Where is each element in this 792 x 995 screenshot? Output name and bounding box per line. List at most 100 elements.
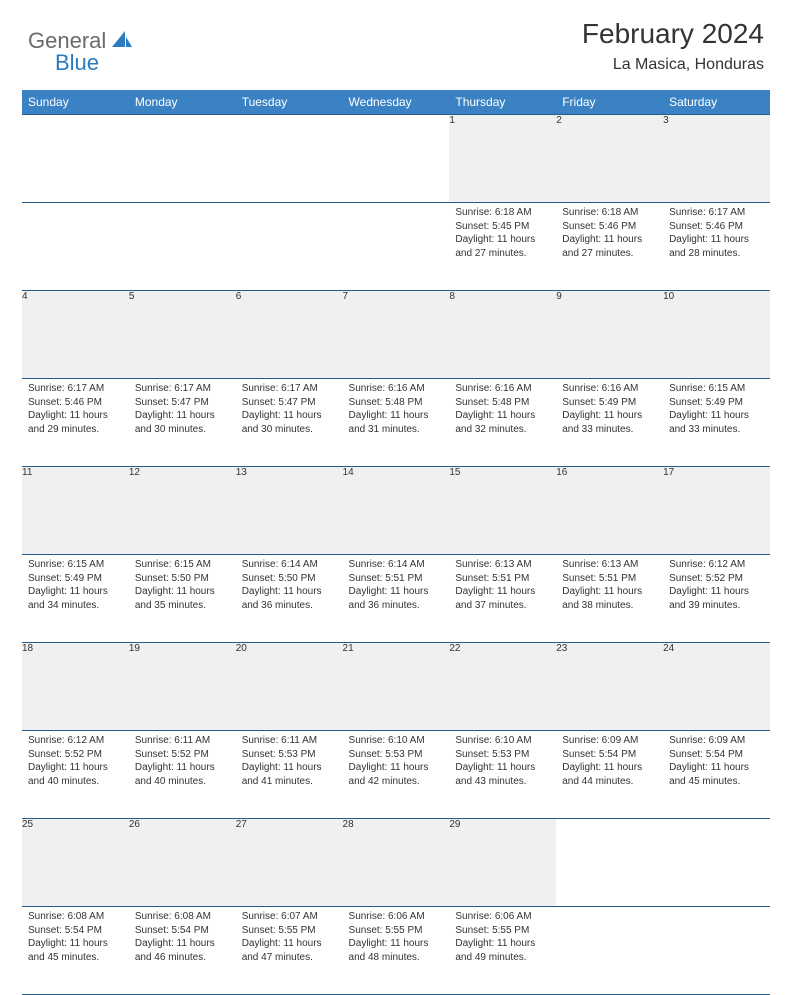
sunrise-text: Sunrise: 6:10 AM bbox=[455, 734, 550, 748]
sunset-text: Sunset: 5:49 PM bbox=[28, 572, 123, 586]
day1-text: Daylight: 11 hours bbox=[455, 585, 550, 599]
weekday-header-row: Sunday Monday Tuesday Wednesday Thursday… bbox=[22, 90, 770, 115]
day-cell: Sunrise: 6:15 AMSunset: 5:49 PMDaylight:… bbox=[663, 379, 770, 467]
day2-text: and 35 minutes. bbox=[135, 599, 230, 613]
day-cell bbox=[556, 907, 663, 995]
sunset-text: Sunset: 5:47 PM bbox=[135, 396, 230, 410]
day-number: 24 bbox=[663, 643, 770, 731]
sunset-text: Sunset: 5:51 PM bbox=[349, 572, 444, 586]
day2-text: and 49 minutes. bbox=[455, 951, 550, 965]
day-number: 1 bbox=[449, 115, 556, 203]
day1-text: Daylight: 11 hours bbox=[349, 585, 444, 599]
day2-text: and 41 minutes. bbox=[242, 775, 337, 789]
sunset-text: Sunset: 5:47 PM bbox=[242, 396, 337, 410]
day-number: 3 bbox=[663, 115, 770, 203]
day-number: 20 bbox=[236, 643, 343, 731]
day-cell-body: Sunrise: 6:12 AMSunset: 5:52 PMDaylight:… bbox=[663, 555, 770, 616]
day2-text: and 29 minutes. bbox=[28, 423, 123, 437]
day-number bbox=[22, 115, 129, 203]
day-cell-body: Sunrise: 6:15 AMSunset: 5:49 PMDaylight:… bbox=[663, 379, 770, 440]
day2-text: and 36 minutes. bbox=[349, 599, 444, 613]
day-cell-body: Sunrise: 6:18 AMSunset: 5:45 PMDaylight:… bbox=[449, 203, 556, 264]
day2-text: and 40 minutes. bbox=[28, 775, 123, 789]
sunset-text: Sunset: 5:52 PM bbox=[135, 748, 230, 762]
day-cell-body: Sunrise: 6:15 AMSunset: 5:50 PMDaylight:… bbox=[129, 555, 236, 616]
day-number: 16 bbox=[556, 467, 663, 555]
weekday-header: Sunday bbox=[22, 90, 129, 115]
day1-text: Daylight: 11 hours bbox=[562, 761, 657, 775]
day2-text: and 33 minutes. bbox=[562, 423, 657, 437]
sunrise-text: Sunrise: 6:18 AM bbox=[562, 206, 657, 220]
day2-text: and 45 minutes. bbox=[28, 951, 123, 965]
day-number: 21 bbox=[343, 643, 450, 731]
day-number: 8 bbox=[449, 291, 556, 379]
day2-text: and 46 minutes. bbox=[135, 951, 230, 965]
day2-text: and 43 minutes. bbox=[455, 775, 550, 789]
day-cell: Sunrise: 6:17 AMSunset: 5:46 PMDaylight:… bbox=[663, 203, 770, 291]
day1-text: Daylight: 11 hours bbox=[28, 409, 123, 423]
day-number: 2 bbox=[556, 115, 663, 203]
week-row: Sunrise: 6:08 AMSunset: 5:54 PMDaylight:… bbox=[22, 907, 770, 995]
sunrise-text: Sunrise: 6:12 AM bbox=[669, 558, 764, 572]
day1-text: Daylight: 11 hours bbox=[669, 585, 764, 599]
day1-text: Daylight: 11 hours bbox=[135, 409, 230, 423]
day1-text: Daylight: 11 hours bbox=[455, 409, 550, 423]
day-number: 25 bbox=[22, 819, 129, 907]
day-cell-body: Sunrise: 6:15 AMSunset: 5:49 PMDaylight:… bbox=[22, 555, 129, 616]
day1-text: Daylight: 11 hours bbox=[242, 585, 337, 599]
header: General Blue February 2024 La Masica, Ho… bbox=[0, 0, 792, 82]
day-cell-body: Sunrise: 6:16 AMSunset: 5:48 PMDaylight:… bbox=[449, 379, 556, 440]
sunrise-text: Sunrise: 6:06 AM bbox=[349, 910, 444, 924]
sunset-text: Sunset: 5:55 PM bbox=[349, 924, 444, 938]
day2-text: and 33 minutes. bbox=[669, 423, 764, 437]
week-row: Sunrise: 6:18 AMSunset: 5:45 PMDaylight:… bbox=[22, 203, 770, 291]
sunset-text: Sunset: 5:54 PM bbox=[562, 748, 657, 762]
sunrise-text: Sunrise: 6:09 AM bbox=[669, 734, 764, 748]
day-cell-body: Sunrise: 6:16 AMSunset: 5:49 PMDaylight:… bbox=[556, 379, 663, 440]
sunrise-text: Sunrise: 6:13 AM bbox=[562, 558, 657, 572]
sunset-text: Sunset: 5:46 PM bbox=[28, 396, 123, 410]
day1-text: Daylight: 11 hours bbox=[669, 409, 764, 423]
sunrise-text: Sunrise: 6:15 AM bbox=[135, 558, 230, 572]
day2-text: and 28 minutes. bbox=[669, 247, 764, 261]
day-cell-body: Sunrise: 6:09 AMSunset: 5:54 PMDaylight:… bbox=[663, 731, 770, 792]
day-number: 11 bbox=[22, 467, 129, 555]
daynum-row: 18192021222324 bbox=[22, 643, 770, 731]
month-title: February 2024 bbox=[582, 18, 764, 50]
logo: General Blue bbox=[28, 18, 133, 54]
weekday-header: Thursday bbox=[449, 90, 556, 115]
day-cell: Sunrise: 6:13 AMSunset: 5:51 PMDaylight:… bbox=[449, 555, 556, 643]
day-cell-body: Sunrise: 6:06 AMSunset: 5:55 PMDaylight:… bbox=[343, 907, 450, 968]
day-number bbox=[343, 115, 450, 203]
sunrise-text: Sunrise: 6:17 AM bbox=[135, 382, 230, 396]
day-cell bbox=[343, 203, 450, 291]
sunset-text: Sunset: 5:53 PM bbox=[455, 748, 550, 762]
sunrise-text: Sunrise: 6:17 AM bbox=[242, 382, 337, 396]
sunrise-text: Sunrise: 6:15 AM bbox=[28, 558, 123, 572]
day2-text: and 39 minutes. bbox=[669, 599, 764, 613]
sunset-text: Sunset: 5:50 PM bbox=[135, 572, 230, 586]
sunset-text: Sunset: 5:46 PM bbox=[562, 220, 657, 234]
day-number: 14 bbox=[343, 467, 450, 555]
day-cell-body: Sunrise: 6:11 AMSunset: 5:52 PMDaylight:… bbox=[129, 731, 236, 792]
day2-text: and 38 minutes. bbox=[562, 599, 657, 613]
sunrise-text: Sunrise: 6:10 AM bbox=[349, 734, 444, 748]
day-cell: Sunrise: 6:12 AMSunset: 5:52 PMDaylight:… bbox=[663, 555, 770, 643]
day-number: 5 bbox=[129, 291, 236, 379]
day-number: 4 bbox=[22, 291, 129, 379]
day-number: 6 bbox=[236, 291, 343, 379]
day2-text: and 34 minutes. bbox=[28, 599, 123, 613]
sunrise-text: Sunrise: 6:18 AM bbox=[455, 206, 550, 220]
day2-text: and 47 minutes. bbox=[242, 951, 337, 965]
day-cell: Sunrise: 6:13 AMSunset: 5:51 PMDaylight:… bbox=[556, 555, 663, 643]
sunset-text: Sunset: 5:45 PM bbox=[455, 220, 550, 234]
week-row: Sunrise: 6:12 AMSunset: 5:52 PMDaylight:… bbox=[22, 731, 770, 819]
day2-text: and 45 minutes. bbox=[669, 775, 764, 789]
day2-text: and 42 minutes. bbox=[349, 775, 444, 789]
day-cell: Sunrise: 6:16 AMSunset: 5:48 PMDaylight:… bbox=[343, 379, 450, 467]
week-row: Sunrise: 6:17 AMSunset: 5:46 PMDaylight:… bbox=[22, 379, 770, 467]
sunset-text: Sunset: 5:55 PM bbox=[242, 924, 337, 938]
day-cell-body: Sunrise: 6:10 AMSunset: 5:53 PMDaylight:… bbox=[343, 731, 450, 792]
day-cell: Sunrise: 6:16 AMSunset: 5:48 PMDaylight:… bbox=[449, 379, 556, 467]
day2-text: and 30 minutes. bbox=[135, 423, 230, 437]
